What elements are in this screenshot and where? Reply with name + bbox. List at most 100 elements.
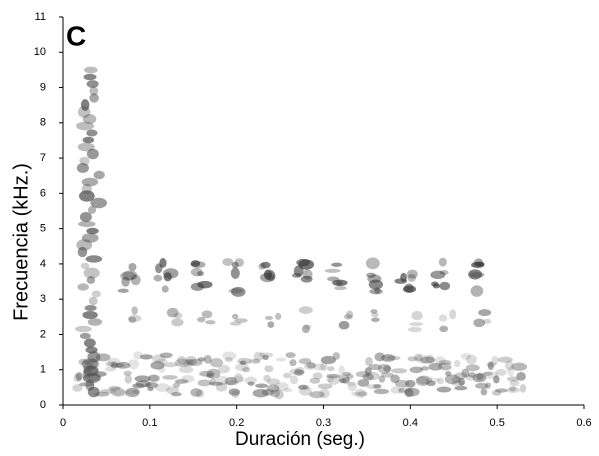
spectrogram-blob	[163, 272, 172, 282]
spectrogram-blob	[465, 354, 477, 365]
spectrogram-blob	[289, 368, 304, 375]
spectrogram-blob	[195, 389, 205, 398]
spectrogram-blob	[398, 387, 405, 394]
spectrogram-blob	[345, 310, 354, 319]
spectrogram-blob	[128, 314, 142, 323]
spectrogram-blob	[190, 388, 203, 397]
spectrogram-blob	[390, 386, 402, 394]
spectrogram-blob	[342, 371, 352, 376]
spectrogram-blob	[461, 368, 470, 378]
x-tick-label: 0.1	[142, 417, 157, 429]
spectrogram-blob	[390, 374, 400, 384]
spectrogram-blob	[163, 268, 179, 279]
spectrogram-blob	[338, 365, 345, 376]
spectrogram-blob	[183, 359, 198, 366]
spectrogram-blob	[264, 365, 274, 373]
spectrogram-blob	[362, 373, 374, 381]
spectrogram-blob	[460, 352, 472, 360]
spectrogram-blob	[426, 380, 436, 387]
spectrogram-blob	[83, 267, 100, 279]
spectrogram-blob	[224, 357, 233, 362]
y-tick-label: 1	[40, 364, 46, 376]
spectrogram-blob	[122, 270, 138, 281]
spectrogram-blob	[436, 377, 444, 385]
spectrogram-blob	[152, 354, 166, 363]
spectrogram-blob	[428, 362, 443, 371]
spectrogram-blob	[465, 364, 480, 372]
y-tick-label: 11	[35, 11, 46, 23]
spectrogram-blob	[94, 391, 110, 397]
spectrogram-blob	[84, 66, 98, 74]
spectrogram-blob	[298, 358, 312, 365]
spectrogram-blob	[313, 363, 326, 371]
x-axis-label: Duración (seg.)	[235, 429, 365, 450]
spectrogram-blob	[371, 312, 379, 318]
y-tick-label: 7	[40, 152, 46, 164]
spectrogram-blob	[84, 338, 96, 348]
spectrogram-blob	[391, 368, 408, 374]
spectrogram-blob	[317, 383, 333, 390]
spectrogram-blob	[482, 318, 492, 324]
spectrogram-blob	[480, 388, 488, 396]
spectrogram-blob	[78, 358, 90, 366]
spectrogram-blob	[197, 280, 213, 289]
spectrogram-blob	[405, 379, 416, 388]
spectrogram-blob	[454, 359, 461, 368]
spectrogram-blob	[439, 325, 449, 333]
spectrogram-blob	[131, 306, 138, 315]
spectrogram-blob	[208, 381, 223, 386]
spectrogram-blob	[77, 283, 89, 291]
spectrogram-blob	[300, 275, 313, 283]
spectrogram-blob	[231, 286, 246, 297]
spectrogram-blob	[78, 382, 95, 387]
spectrogram-blob	[82, 113, 97, 125]
spectrogram-blob	[133, 388, 140, 394]
spectrogram-blob	[482, 371, 493, 376]
spectrogram-blob	[495, 369, 507, 376]
spectrogram-blob	[438, 314, 448, 322]
spectrogram-blob	[86, 361, 94, 371]
spectrogram-blob	[224, 380, 239, 386]
spectrogram-blob	[128, 316, 137, 323]
spectrogram-blob	[83, 73, 97, 81]
spectrogram-blob	[242, 366, 251, 373]
spectrogram-blob	[87, 206, 97, 214]
spectrogram-blob	[365, 356, 373, 367]
y-tick-label: 2	[40, 328, 46, 340]
spectrogram-blob	[478, 309, 492, 317]
spectrogram-blob	[415, 376, 430, 387]
spectrogram-blob	[76, 162, 89, 174]
spectrogram-blob	[407, 274, 416, 282]
spectrogram-blob	[83, 363, 93, 372]
spectrogram-blob	[468, 269, 483, 280]
y-tick-label: 4	[40, 258, 46, 270]
spectrogram-blob	[380, 372, 394, 378]
spectrogram-blob	[173, 312, 183, 319]
spectrogram-blob	[117, 288, 129, 293]
spectrogram-blob	[77, 246, 88, 258]
spectrogram-blob	[364, 367, 372, 376]
spectrogram-blob	[438, 257, 447, 267]
panel-label: C	[66, 20, 86, 51]
spectrogram-blob	[471, 261, 485, 269]
spectrogram-blob	[425, 354, 434, 364]
spectrogram-blob	[74, 325, 92, 333]
spectrogram-blob	[196, 316, 206, 323]
spectrogram-blob	[190, 267, 203, 277]
spectrogram-blob	[171, 392, 182, 397]
spectrogram-blob	[320, 361, 328, 371]
spectrogram-blob	[386, 355, 401, 361]
spectrogram-blob	[72, 384, 83, 392]
spectrogram-blob	[209, 357, 224, 368]
spectrogram-blob	[125, 389, 139, 395]
spectrogram-blob	[197, 357, 206, 362]
spectrogram-blob	[255, 383, 268, 389]
spectrogram-blob	[332, 352, 341, 360]
spectrogram-blob	[155, 263, 163, 274]
spectrogram-blob	[86, 80, 99, 88]
spectrogram-blob	[370, 317, 380, 323]
spectrogram-blob	[319, 388, 330, 399]
spectrogram-blob	[176, 356, 187, 365]
spectrogram-blob	[107, 357, 121, 368]
spectrogram-blob	[153, 274, 163, 282]
